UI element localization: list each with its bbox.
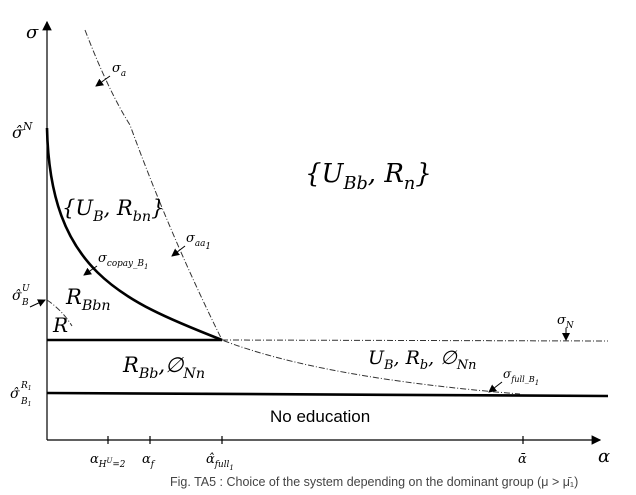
t: σ [557, 313, 567, 328]
t: N [565, 321, 574, 331]
x-tick-label: α̂full1 [206, 452, 234, 472]
t: σ [112, 61, 122, 76]
region-label: RBbn [65, 285, 111, 314]
t: Nn [182, 366, 205, 382]
t: σ [186, 231, 196, 246]
t: B [92, 209, 103, 225]
arrows [29, 75, 570, 393]
axis-label: α [598, 446, 610, 467]
label: σ̂N [12, 120, 33, 142]
t: 1 [28, 401, 32, 408]
arrow [29, 299, 46, 308]
arrow [488, 381, 503, 393]
sigma-n-line [221, 339, 609, 342]
t: { [62, 196, 75, 220]
t: 1 [535, 379, 539, 387]
t: f [150, 460, 156, 470]
label: σ̂ [12, 288, 22, 304]
region-label: {UB, Rbn} [62, 196, 164, 225]
t: bn [133, 209, 151, 225]
t: σ [503, 367, 512, 381]
t: Nn [456, 358, 477, 373]
t: σ [98, 251, 108, 266]
label: B [21, 298, 29, 308]
x-tick-label: αHU=2 [90, 452, 126, 470]
t: R [20, 381, 28, 391]
t: Bb [342, 174, 367, 194]
x-tick-label: ᾱ [518, 452, 527, 467]
t: σ̂ [12, 123, 24, 142]
t: 1 [229, 464, 233, 472]
curves [45, 29, 609, 398]
t: R [383, 159, 404, 189]
t: H [98, 460, 107, 470]
t: R [65, 285, 82, 309]
t: U [75, 196, 94, 220]
t: U [368, 347, 385, 369]
sigma-bu-curve [46, 299, 73, 327]
t: , [394, 347, 406, 369]
t: R [116, 196, 133, 220]
region-label: {UBb, Rn} [305, 159, 432, 194]
label: U [22, 284, 30, 294]
t: { [305, 159, 322, 189]
t: Bb [138, 366, 159, 382]
t: 1 [205, 242, 211, 252]
label: σa [112, 61, 126, 79]
t: U [106, 457, 113, 465]
label: σaa1 [186, 231, 211, 252]
t: =2 [112, 460, 125, 470]
t: N [22, 120, 33, 133]
t: B [20, 397, 28, 407]
t: α [142, 452, 151, 467]
t: α [90, 452, 99, 467]
region-label: UB, Rb, ∅Nn [368, 347, 476, 373]
t: full [214, 460, 230, 470]
t: b [420, 358, 428, 373]
t: , ∅ [428, 347, 458, 369]
t: α̂ [206, 452, 215, 467]
t: 1 [144, 263, 148, 271]
t: n [404, 174, 415, 194]
region-label: RBb,∅Nn [122, 353, 205, 382]
arrow [171, 245, 186, 257]
t: 1 [28, 385, 32, 392]
t: ,∅ [158, 353, 185, 377]
label: σ̂ [10, 386, 20, 402]
label: σN [557, 313, 574, 331]
t: a [121, 69, 126, 79]
t: } [151, 196, 164, 220]
arrow [83, 265, 98, 276]
t: R [405, 347, 420, 369]
t: , [368, 159, 385, 189]
label: B1 [20, 397, 31, 408]
t: } [415, 159, 432, 189]
label: R1 [20, 381, 32, 392]
copay-curve [45, 127, 223, 342]
t: U [322, 159, 345, 189]
caption: Fig. TA5 : Choice of the system dependin… [170, 475, 578, 489]
axes [42, 20, 602, 445]
label: σfull_B1 [503, 367, 539, 387]
region-label: No education [270, 407, 370, 426]
axis-label: σ [26, 22, 39, 43]
label: σcopay_B1 [98, 251, 148, 271]
t: R [122, 353, 139, 377]
t: copay_B [107, 259, 145, 269]
education-line [46, 391, 609, 398]
t: aa [195, 239, 206, 249]
t: B [383, 358, 393, 373]
x-tick-label: αf [142, 452, 156, 470]
t: , [104, 196, 117, 220]
region-label: R [52, 313, 68, 337]
t: Bbn [81, 298, 111, 314]
t: full_B [510, 374, 535, 384]
arrow [95, 75, 111, 87]
